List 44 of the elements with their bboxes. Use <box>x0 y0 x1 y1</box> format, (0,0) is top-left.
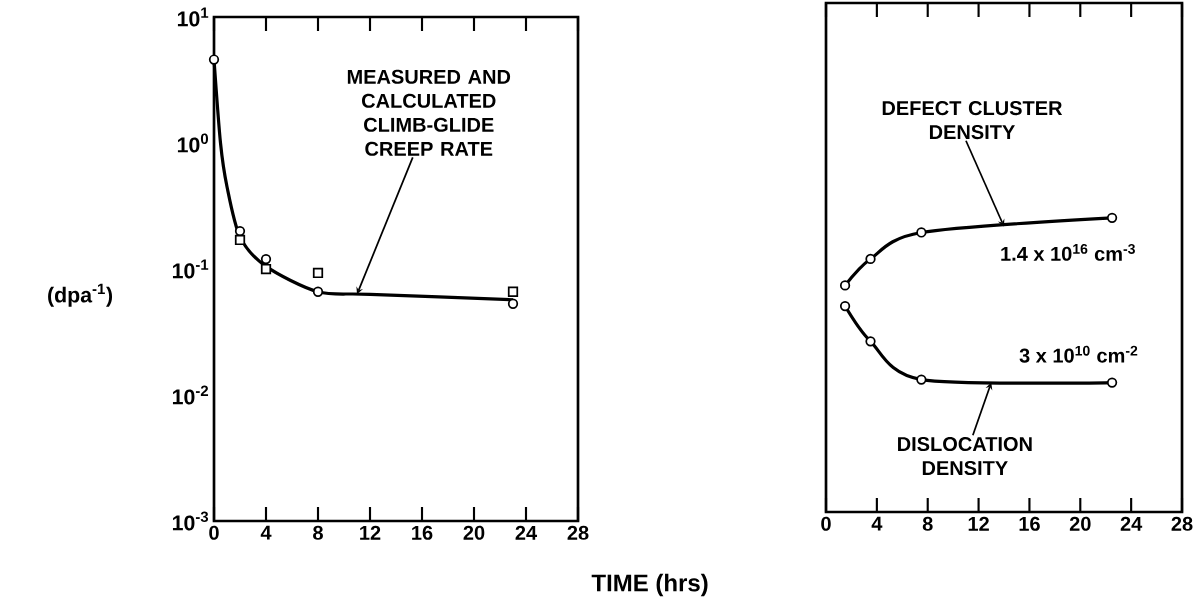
x-tick-label: 8 <box>922 516 933 531</box>
x-tick-label: 4 <box>871 516 883 531</box>
point <box>916 374 927 385</box>
x-tick-label: 12 <box>968 516 989 531</box>
point <box>865 253 876 265</box>
x-axis-title: TIME (hrs) <box>591 573 708 597</box>
annotation: MEASURED AND CALCULATED CLIMB-GLIDE CREEP RATE <box>347 69 511 156</box>
point <box>312 267 324 279</box>
y-tick-label: 10$^{-1}$ <box>172 259 209 279</box>
point <box>312 286 324 297</box>
x-tick-label: 0 <box>209 525 219 540</box>
y-tick-label: 10$^{1}$ <box>177 7 209 27</box>
annotation: DEFECT CLUSTER DENSITY <box>882 100 1063 140</box>
x-tick-label: 24 <box>515 525 538 540</box>
point <box>507 298 519 309</box>
y-tick-label: 10$^{-3}$ <box>172 511 209 531</box>
x-tick-label: 0 <box>821 516 831 531</box>
y-tick-label: 10$^{-2}$ <box>172 385 209 405</box>
x-tick-label: 16 <box>1019 516 1040 531</box>
point <box>839 300 851 312</box>
x-tick-label: 12 <box>360 525 381 540</box>
point <box>1106 377 1118 388</box>
point <box>865 336 876 347</box>
point <box>260 263 272 275</box>
annotation: 1.4 x 10$^{16}$ cm$^{-3}$ <box>1001 243 1135 261</box>
y-tick-label: 10$^{0}$ <box>177 133 209 153</box>
annotation: 3 x 10$^{10}$ cm$^{-2}$ <box>1019 345 1138 363</box>
x-tick-label: 16 <box>412 525 433 540</box>
x-tick-label: 24 <box>1120 516 1143 531</box>
y-axis-title: (dpa$^{-1}$) <box>48 283 113 307</box>
point <box>507 286 519 297</box>
x-tick-label: 4 <box>260 525 272 540</box>
x-tick-label: 20 <box>463 525 485 540</box>
annotation: DISLOCATION DENSITY <box>898 436 1032 476</box>
x-tick-label: 20 <box>1069 516 1091 531</box>
point <box>208 54 220 65</box>
point <box>916 227 927 238</box>
point <box>260 253 272 265</box>
x-tick-label: 28 <box>1171 516 1193 531</box>
x-tick-label: 28 <box>567 525 589 540</box>
point <box>839 280 851 291</box>
point <box>234 234 246 246</box>
x-tick-label: 8 <box>313 525 323 540</box>
point <box>1106 212 1118 223</box>
